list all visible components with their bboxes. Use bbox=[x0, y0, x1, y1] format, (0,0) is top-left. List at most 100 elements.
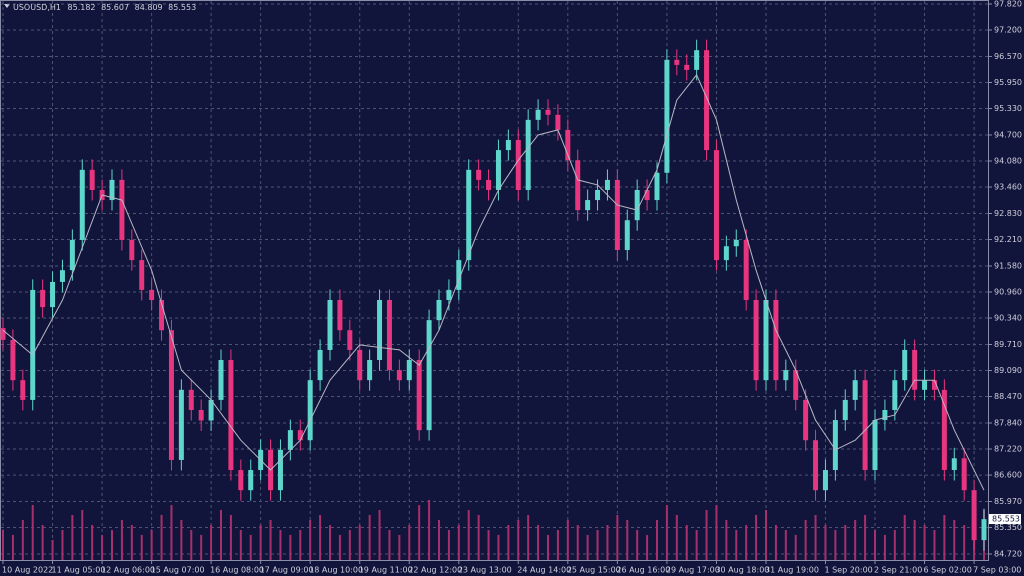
volume-bar bbox=[913, 520, 916, 560]
candle-body bbox=[694, 50, 700, 70]
volume-bar bbox=[140, 535, 143, 560]
candle-body bbox=[59, 270, 65, 282]
candle-body bbox=[30, 289, 36, 400]
volume-bar bbox=[556, 530, 559, 560]
candle-body bbox=[852, 380, 858, 400]
volume-bar bbox=[2, 530, 4, 560]
candle-body bbox=[357, 349, 363, 381]
volume-bar bbox=[11, 535, 14, 560]
candle-body bbox=[396, 370, 402, 381]
candle-body bbox=[902, 349, 908, 381]
header-arrow bbox=[4, 4, 10, 8]
volume-bar bbox=[289, 535, 292, 560]
volume-bar bbox=[487, 530, 490, 560]
y-tick-label: 86.600 bbox=[994, 471, 1022, 480]
candle-body bbox=[733, 239, 739, 247]
volume-bar bbox=[953, 520, 956, 560]
candle-body bbox=[367, 360, 373, 381]
candle-body bbox=[971, 490, 977, 541]
volume-bar bbox=[358, 525, 361, 560]
candle-body bbox=[476, 169, 482, 180]
volume-bar bbox=[21, 520, 24, 560]
volume-bar bbox=[636, 530, 639, 560]
volume-bar bbox=[309, 520, 312, 560]
y-tick-label: 95.330 bbox=[994, 104, 1022, 113]
price-label: 85.553 bbox=[992, 515, 1020, 524]
x-tick-label: 26 Aug 16:00 bbox=[616, 566, 670, 575]
y-tick-label: 85.350 bbox=[994, 523, 1022, 532]
volume-bar bbox=[101, 535, 104, 560]
volume-bar bbox=[547, 535, 549, 560]
volume-bar bbox=[527, 515, 530, 560]
candle-body bbox=[287, 430, 293, 450]
candle-body bbox=[743, 239, 749, 300]
candle-body bbox=[634, 189, 640, 221]
volume-bar bbox=[329, 525, 331, 560]
candle-body bbox=[426, 320, 432, 431]
candle-body bbox=[416, 360, 422, 431]
volume-bar bbox=[893, 530, 896, 560]
candle-body bbox=[317, 349, 323, 381]
volume-bar bbox=[91, 525, 94, 560]
y-tick-label: 89.710 bbox=[994, 340, 1022, 349]
volume-bar bbox=[111, 530, 113, 560]
volume-bar bbox=[249, 535, 252, 560]
y-tick-label: 96.570 bbox=[994, 52, 1022, 61]
volume-bar bbox=[190, 530, 193, 560]
volume-bar bbox=[200, 535, 203, 560]
candle-body bbox=[842, 399, 848, 421]
x-tick-label: 24 Aug 14:00 bbox=[517, 566, 571, 575]
x-tick-label: 29 Aug 17:00 bbox=[666, 566, 720, 575]
volume-bar bbox=[220, 510, 222, 560]
volume-bar bbox=[874, 530, 876, 560]
x-tick-label: 10 Aug 2022 bbox=[2, 566, 53, 575]
candle-body bbox=[654, 172, 660, 201]
candle-body bbox=[486, 179, 492, 190]
candle-body bbox=[941, 389, 947, 471]
y-tick-label: 92.210 bbox=[994, 235, 1022, 244]
x-tick-label: 17 Aug 09:00 bbox=[260, 566, 314, 575]
volume-bar bbox=[150, 530, 153, 560]
volume-bar bbox=[120, 520, 123, 560]
candle-body bbox=[753, 299, 759, 381]
x-tick-label: 31 Aug 19:00 bbox=[765, 566, 819, 575]
candle-body bbox=[139, 260, 145, 290]
candle-body bbox=[684, 64, 690, 70]
volume-bar bbox=[229, 515, 232, 560]
volume-bar bbox=[844, 525, 847, 560]
candle-body bbox=[109, 179, 115, 201]
candle-body bbox=[168, 330, 174, 460]
candle-body bbox=[178, 389, 184, 460]
volume-bar bbox=[854, 520, 857, 560]
candle-body bbox=[89, 169, 95, 190]
volume-bar bbox=[695, 530, 698, 560]
candle-body bbox=[149, 289, 155, 300]
candle-body bbox=[773, 299, 779, 381]
y-tick-label: 90.960 bbox=[994, 288, 1022, 297]
candle-body bbox=[624, 220, 630, 251]
x-tick-label: 7 Sep 03:00 bbox=[973, 566, 1021, 575]
volume-bar bbox=[814, 515, 817, 560]
volume-bar bbox=[497, 535, 500, 560]
header-close: 85.553 bbox=[168, 3, 196, 12]
volume-bar bbox=[71, 515, 74, 560]
volume-bar bbox=[338, 535, 341, 560]
x-tick-label: 23 Aug 13:00 bbox=[458, 566, 512, 575]
x-tick-label: 30 Aug 18:00 bbox=[715, 566, 769, 575]
y-tick-label: 87.220 bbox=[994, 445, 1022, 454]
volume-bar bbox=[576, 525, 579, 560]
candle-body bbox=[535, 109, 541, 120]
volume-bar bbox=[596, 530, 599, 560]
volume-bar bbox=[784, 530, 787, 560]
candle-body bbox=[208, 399, 214, 421]
volume-bar bbox=[388, 530, 391, 560]
candle-body bbox=[515, 140, 521, 190]
candle-body bbox=[713, 150, 719, 261]
y-tick-label: 94.700 bbox=[994, 130, 1022, 139]
volume-bar bbox=[963, 525, 966, 560]
volume-bar bbox=[438, 520, 440, 560]
volume-bar bbox=[457, 525, 460, 560]
candle-body bbox=[436, 299, 442, 321]
volume-bar bbox=[745, 525, 748, 560]
